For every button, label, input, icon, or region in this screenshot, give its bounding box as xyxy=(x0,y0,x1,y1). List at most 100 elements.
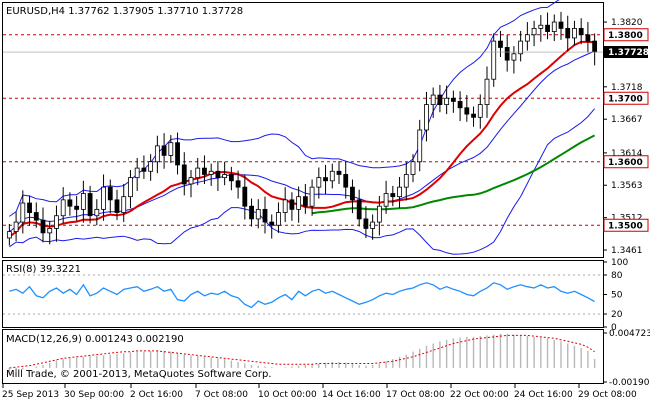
candle-body xyxy=(121,196,127,213)
candle-body xyxy=(538,24,544,29)
time-axis: 25 Sep 2013 30 Sep 00:00 2 Oct 16:00 7 Oct … xyxy=(2,384,637,400)
candle-body xyxy=(309,186,315,207)
candle-body xyxy=(249,205,254,220)
ma-red-line xyxy=(8,40,595,238)
level-label-box xyxy=(603,91,649,105)
level-label-box xyxy=(603,218,649,232)
candle-body xyxy=(262,208,268,223)
candle-body xyxy=(296,196,302,210)
candle-body xyxy=(329,170,335,182)
price-tick-label: 1.3718 xyxy=(611,83,643,93)
macd-tick-label: -0.001903 xyxy=(609,378,650,388)
price-tick-label: 1.3820 xyxy=(611,18,643,28)
candle-body xyxy=(47,228,53,234)
candle-body xyxy=(40,219,46,234)
rsi-levels xyxy=(3,274,603,315)
macd-signal-line xyxy=(9,334,595,369)
candle-body xyxy=(215,170,221,179)
candle-body xyxy=(498,40,503,48)
candle-body xyxy=(390,193,396,198)
rsi-tick-label: 80 xyxy=(611,271,623,281)
candle-body xyxy=(161,145,167,156)
rsi-axis: 100 80 50 20 0 xyxy=(603,258,628,333)
macd-label: MACD(12,26,9) 0.001243 0.002190 xyxy=(6,334,184,345)
price-tick-label: 1.3614 xyxy=(611,149,643,159)
candle-body xyxy=(504,47,510,61)
candle-body xyxy=(323,177,328,182)
candle-body xyxy=(578,27,584,36)
time-tick-label: 17 Oct 08:00 xyxy=(386,390,445,400)
time-tick-label: 29 Oct 08:00 xyxy=(578,390,637,400)
candle-body xyxy=(195,167,201,179)
price-axis: 1.3820 1.3718 1.3667 1.3614 1.3563 1.3512 1.34… xyxy=(3,18,649,256)
macd-histogram xyxy=(8,333,596,374)
candle-body xyxy=(276,212,281,226)
candle-body xyxy=(370,221,376,229)
candle-body xyxy=(181,164,187,185)
candle-body xyxy=(242,186,248,207)
candle-body xyxy=(471,113,476,118)
candle-body xyxy=(175,142,180,166)
rsi-tick-label: 50 xyxy=(611,291,623,301)
candle-body xyxy=(222,174,228,179)
candle-body xyxy=(168,142,174,156)
candle-body xyxy=(410,161,416,175)
candle-body xyxy=(134,167,140,179)
candle-body xyxy=(417,129,423,163)
price-panel-frame xyxy=(2,2,604,258)
level-label: 1.3600 xyxy=(608,158,643,168)
time-tick-label: 25 Sep 2013 xyxy=(2,390,59,400)
candle-body xyxy=(33,212,39,221)
candle-body xyxy=(6,231,12,239)
candle-body xyxy=(269,221,275,226)
candle-body xyxy=(101,186,106,210)
candle-body xyxy=(356,199,362,220)
candle-body xyxy=(188,177,194,185)
rsi-tick-label: 0 xyxy=(611,323,617,333)
candle-body xyxy=(585,34,591,42)
candle-body xyxy=(531,27,537,36)
candle-body xyxy=(397,186,402,198)
candle-body xyxy=(255,208,261,220)
time-tick-label: 22 Oct 00:00 xyxy=(450,390,509,400)
candle-body xyxy=(74,205,80,210)
rsi-line xyxy=(9,282,595,309)
bollinger-middle xyxy=(9,50,595,233)
candle-body xyxy=(403,174,409,188)
candle-body xyxy=(289,199,295,210)
candle-body xyxy=(545,24,550,32)
candle-body xyxy=(202,167,207,175)
time-tick-label: 30 Sep 00:00 xyxy=(64,390,124,400)
candle-body xyxy=(518,40,524,55)
candle-body xyxy=(282,199,288,213)
candle-body xyxy=(592,40,598,53)
candle-body xyxy=(565,27,571,39)
rsi-tick-label: 100 xyxy=(611,258,628,268)
candle-body xyxy=(511,53,517,61)
macd-axis: 0.004723 -0.001903 xyxy=(603,329,650,388)
candle-body xyxy=(383,193,389,207)
candle-body xyxy=(20,202,26,223)
candle-body xyxy=(316,177,322,188)
candle-body xyxy=(424,104,429,131)
macd-panel-frame xyxy=(2,329,604,384)
candle-body xyxy=(484,78,490,105)
bollinger-lower xyxy=(9,108,595,255)
candle-body xyxy=(60,199,66,217)
candle-body xyxy=(148,161,154,172)
candle-body xyxy=(228,174,234,182)
current-price-label: 1.37728 xyxy=(608,48,649,58)
candle-body xyxy=(128,177,133,198)
candle-body xyxy=(464,107,470,115)
price-tick-label: 1.3563 xyxy=(611,181,643,191)
time-tick-label: 14 Oct 16:00 xyxy=(322,390,381,400)
candle-body xyxy=(457,101,463,109)
candle-body xyxy=(235,180,241,188)
rsi-label: RSI(8) 39.3221 xyxy=(6,264,81,275)
level-label-box xyxy=(603,155,649,169)
candle-body xyxy=(450,97,456,102)
candle-body xyxy=(141,167,147,172)
bollinger-bands xyxy=(9,0,595,255)
current-price-box xyxy=(604,46,648,59)
